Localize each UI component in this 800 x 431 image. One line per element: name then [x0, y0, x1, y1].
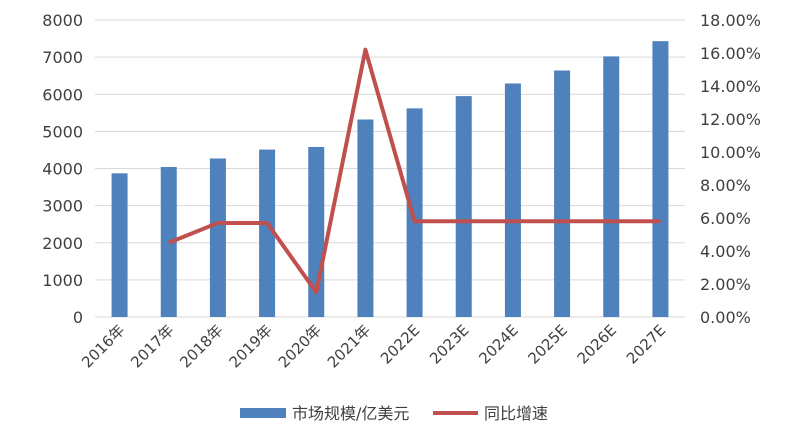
right-tick-label: 18.00%: [700, 11, 761, 30]
right-tick-label: 10.00%: [700, 143, 761, 162]
line-series: [168, 47, 661, 295]
left-tick-label: 0: [73, 308, 83, 327]
x-tick-label: 2022E: [377, 321, 423, 367]
x-tick-label: 2021年: [324, 321, 374, 371]
x-tick-label: 2027E: [623, 321, 669, 367]
bar: [455, 96, 472, 317]
left-y-axis: 0 1000 2000 3000 4000 5000 6000 7000 8000: [42, 11, 83, 327]
bar: [554, 70, 571, 318]
bar: [209, 158, 226, 317]
right-tick-label: 6.00%: [700, 209, 751, 228]
x-tick-label: 2019年: [226, 321, 276, 371]
right-tick-label: 4.00%: [700, 242, 751, 261]
bar: [406, 108, 423, 317]
x-tick-label: 2018年: [176, 321, 226, 371]
right-tick-label: 8.00%: [700, 176, 751, 195]
right-tick-label: 12.00%: [700, 110, 761, 129]
right-tick-label: 14.00%: [700, 77, 761, 96]
bar: [652, 41, 669, 317]
left-tick-label: 8000: [42, 11, 83, 30]
right-tick-label: 2.00%: [700, 275, 751, 294]
left-tick-label: 5000: [42, 122, 83, 141]
left-tick-label: 1000: [42, 271, 83, 290]
x-tick-label: 2016年: [78, 321, 128, 371]
right-tick-label: 0.00%: [700, 308, 751, 327]
growth-line: [168, 47, 661, 295]
bar: [111, 173, 128, 317]
left-tick-label: 4000: [42, 160, 83, 179]
x-tick-label: 2024E: [475, 321, 521, 367]
bar: [504, 83, 521, 317]
legend-line-label: 同比增速: [484, 404, 548, 423]
left-tick-label: 2000: [42, 234, 83, 253]
legend-bar-swatch: [240, 408, 286, 418]
bar: [259, 149, 276, 317]
right-y-axis: 0.00% 2.00% 4.00% 6.00% 8.00% 10.00% 12.00% 14.…: [700, 11, 761, 327]
right-tick-label: 16.00%: [700, 44, 761, 63]
left-tick-label: 7000: [42, 48, 83, 67]
left-tick-label: 6000: [42, 85, 83, 104]
left-tick-label: 3000: [42, 197, 83, 216]
x-tick-label: 2026E: [574, 321, 620, 367]
x-tick-label: 2025E: [524, 321, 570, 367]
gridlines: [95, 19, 685, 318]
bar: [357, 119, 374, 318]
x-tick-label: 2017年: [127, 321, 177, 371]
bar-series: [111, 41, 669, 318]
x-tick-label: 2020年: [275, 321, 325, 371]
legend-bar-label: 市场规模/亿美元: [292, 404, 409, 423]
x-tick-label: 2023E: [426, 321, 472, 367]
bar: [603, 56, 620, 317]
legend: 市场规模/亿美元 同比增速: [240, 404, 548, 423]
